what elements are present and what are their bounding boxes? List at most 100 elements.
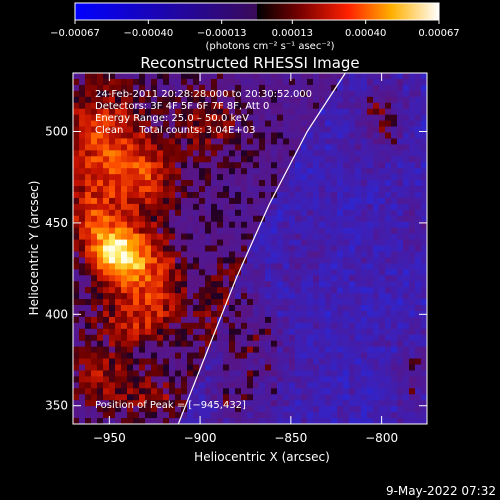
heatmap-cell xyxy=(367,108,374,116)
heatmap-cell xyxy=(79,78,86,86)
heatmap-cell xyxy=(121,269,128,276)
heatmap-cell xyxy=(391,126,398,133)
heatmap-cell xyxy=(223,73,230,80)
heatmap-cell xyxy=(205,382,212,389)
heatmap-cell xyxy=(253,108,260,116)
heatmap-cell xyxy=(283,144,290,151)
heatmap-cell xyxy=(175,239,182,246)
heatmap-cell xyxy=(145,96,152,104)
heatmap-cell xyxy=(79,186,86,193)
heatmap-cell xyxy=(295,299,302,306)
heatmap-cell xyxy=(79,358,86,365)
heatmap-cell xyxy=(211,180,218,187)
heatmap-cell xyxy=(205,287,212,294)
heatmap-cell xyxy=(127,293,134,300)
heatmap-cell xyxy=(115,120,122,127)
heatmap-cell xyxy=(79,233,86,240)
heatmap-cell xyxy=(373,316,380,324)
heatmap-cell xyxy=(217,310,224,318)
heatmap-cell xyxy=(187,310,194,318)
heatmap-cell xyxy=(73,156,80,163)
heatmap-cell xyxy=(253,90,260,98)
heatmap-cell xyxy=(193,418,200,424)
heatmap-cell xyxy=(397,203,404,211)
heatmap-cell xyxy=(151,370,158,377)
heatmap-cell xyxy=(133,239,140,246)
heatmap-cell xyxy=(229,382,236,389)
heatmap-cell xyxy=(199,233,206,240)
heatmap-cell xyxy=(217,287,224,294)
heatmap-cell xyxy=(319,102,326,110)
heatmap-cell xyxy=(133,299,140,306)
heatmap-cell xyxy=(127,263,134,270)
heatmap-cell xyxy=(295,245,302,252)
heatmap-cell xyxy=(277,174,284,181)
heatmap-cell xyxy=(373,346,380,354)
heatmap-cell xyxy=(325,156,332,163)
heatmap-cell xyxy=(85,73,92,80)
heatmap-cell xyxy=(247,269,254,276)
heatmap-cell xyxy=(247,275,254,282)
heatmap-cell xyxy=(127,310,134,318)
heatmap-cell xyxy=(133,138,140,145)
heatmap-cell xyxy=(361,281,368,288)
heatmap-cell xyxy=(121,233,128,240)
heatmap-cell xyxy=(289,316,296,324)
heatmap-cell xyxy=(175,269,182,276)
heatmap-cell xyxy=(127,281,134,288)
heatmap-cell xyxy=(277,197,284,205)
heatmap-cell xyxy=(343,108,350,116)
heatmap-cell xyxy=(91,197,98,205)
heatmap-cell xyxy=(199,245,206,252)
heatmap-cell xyxy=(157,96,164,104)
heatmap-cell xyxy=(283,346,290,354)
heatmap-cell xyxy=(355,370,362,377)
heatmap-cell xyxy=(235,174,242,181)
heatmap-cell xyxy=(301,120,308,127)
heatmap-cell xyxy=(253,364,260,371)
heatmap-cell xyxy=(379,209,386,217)
heatmap-cell xyxy=(397,132,404,139)
heatmap-cell xyxy=(313,108,320,116)
heatmap-cell xyxy=(211,406,218,413)
heatmap-cell xyxy=(109,269,116,276)
heatmap-cell xyxy=(205,174,212,181)
heatmap-cell xyxy=(151,156,158,163)
heatmap-cell xyxy=(127,78,134,86)
heatmap-cell xyxy=(151,84,158,92)
heatmap-cell xyxy=(355,328,362,336)
heatmap-cell xyxy=(103,370,110,377)
heatmap-cell xyxy=(331,316,338,324)
heatmap-cell xyxy=(217,251,224,258)
heatmap-cell xyxy=(397,227,404,235)
heatmap-cell xyxy=(145,251,152,258)
heatmap-cell xyxy=(211,263,218,270)
heatmap-cell xyxy=(163,334,170,342)
heatmap-cell xyxy=(247,376,254,383)
heatmap-cell xyxy=(325,305,332,312)
heatmap-cell xyxy=(397,388,404,395)
heatmap-cell xyxy=(187,221,194,229)
heatmap-cell xyxy=(319,126,326,133)
heatmap-cell xyxy=(397,120,404,127)
heatmap-cell xyxy=(121,114,128,121)
heatmap-cell xyxy=(307,221,314,229)
heatmap-cell xyxy=(385,406,392,413)
heatmap-cell xyxy=(205,275,212,282)
heatmap-cell xyxy=(187,412,194,419)
heatmap-cell xyxy=(139,90,146,98)
heatmap-cell xyxy=(337,90,344,98)
heatmap-cell xyxy=(313,197,320,205)
heatmap-cell xyxy=(163,209,170,217)
heatmap-cell xyxy=(361,180,368,187)
heatmap-cell xyxy=(145,215,152,223)
heatmap-cell xyxy=(145,233,152,240)
heatmap-cell xyxy=(379,120,386,127)
heatmap-cell xyxy=(223,251,230,258)
heatmap-cell xyxy=(235,245,242,252)
heatmap-cell xyxy=(397,90,404,98)
heatmap-cell xyxy=(211,162,218,169)
heatmap-cell xyxy=(199,203,206,211)
heatmap-cell xyxy=(121,388,128,395)
heatmap-cell xyxy=(163,310,170,318)
